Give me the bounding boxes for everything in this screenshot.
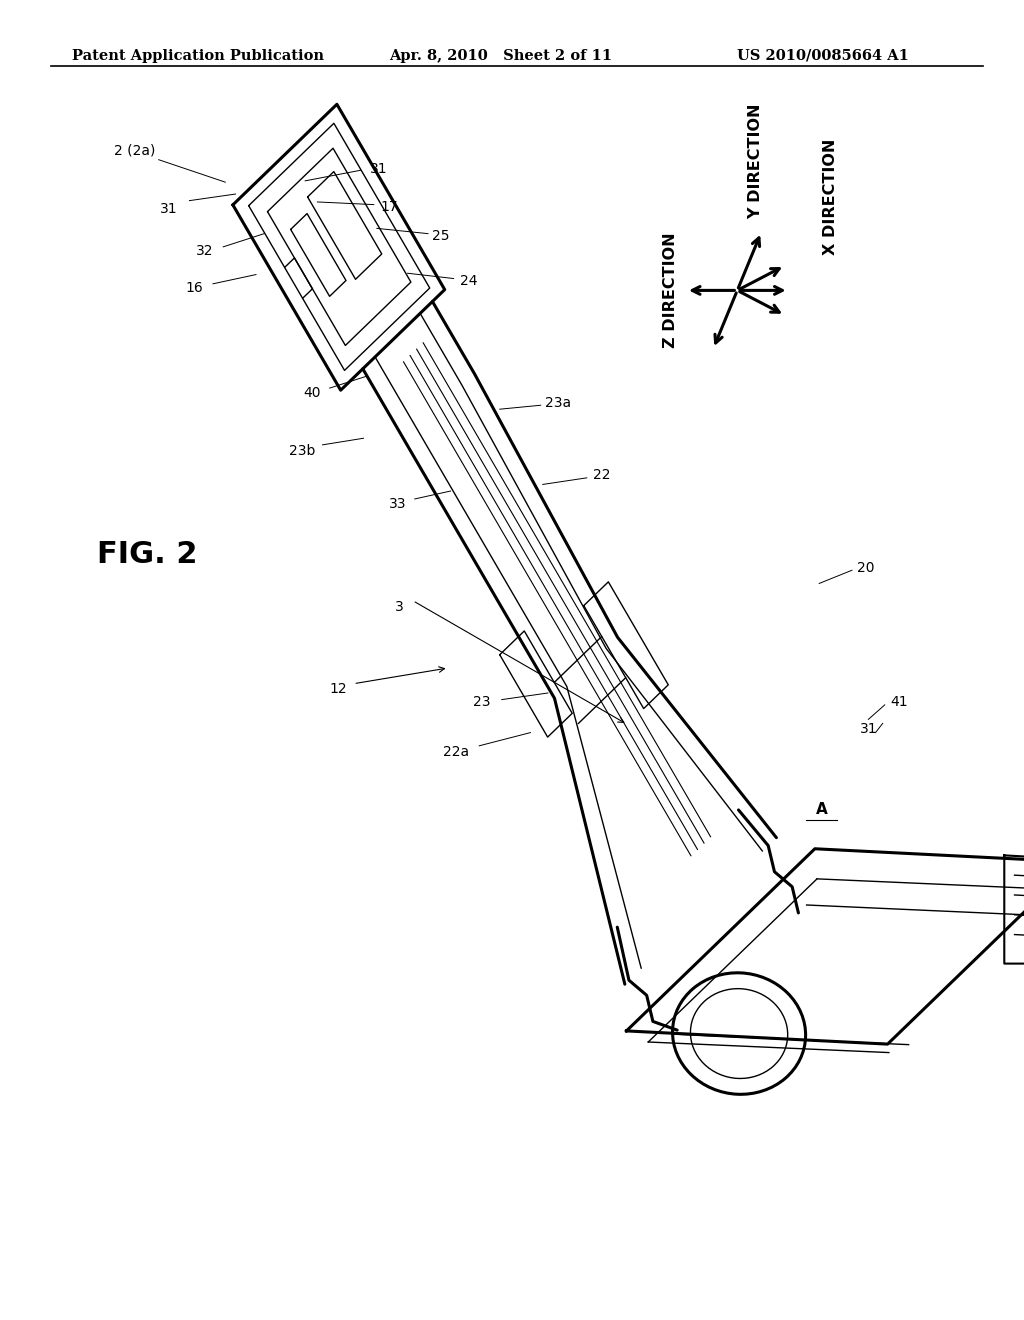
- Text: 40: 40: [303, 387, 322, 400]
- Text: 17: 17: [380, 201, 398, 214]
- Text: X DIRECTION: X DIRECTION: [823, 139, 839, 255]
- Text: 3: 3: [395, 601, 403, 614]
- Text: FIG. 2: FIG. 2: [97, 540, 198, 569]
- Text: 32: 32: [196, 244, 214, 257]
- Text: 23b: 23b: [289, 445, 315, 458]
- Text: 31: 31: [160, 202, 178, 215]
- Text: 23: 23: [472, 696, 490, 709]
- Text: 2 (2a): 2 (2a): [115, 144, 156, 157]
- Text: Apr. 8, 2010   Sheet 2 of 11: Apr. 8, 2010 Sheet 2 of 11: [389, 49, 612, 63]
- Text: 33: 33: [388, 498, 407, 511]
- Text: Patent Application Publication: Patent Application Publication: [72, 49, 324, 63]
- Text: 20: 20: [856, 561, 874, 574]
- Text: A: A: [815, 803, 827, 817]
- Text: US 2010/0085664 A1: US 2010/0085664 A1: [737, 49, 909, 63]
- Text: 31: 31: [859, 722, 878, 735]
- Text: Y DIRECTION: Y DIRECTION: [749, 103, 764, 219]
- Text: 22a: 22a: [442, 746, 469, 759]
- Text: Z DIRECTION: Z DIRECTION: [663, 232, 678, 348]
- Text: 16: 16: [185, 281, 204, 294]
- Text: 24: 24: [460, 275, 478, 288]
- Text: 25: 25: [431, 230, 450, 243]
- Text: 41: 41: [890, 696, 908, 709]
- Text: 31: 31: [370, 162, 388, 176]
- Text: 22: 22: [593, 469, 611, 482]
- Text: 12: 12: [329, 682, 347, 696]
- Text: 23a: 23a: [545, 396, 571, 409]
